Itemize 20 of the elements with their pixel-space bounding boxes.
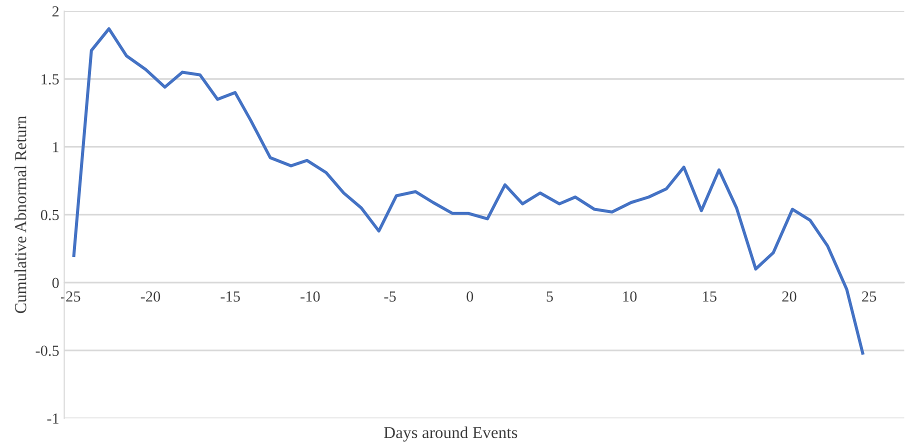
x-tick-label: 5: [546, 292, 553, 302]
y-tick-label: 1.5: [42, 74, 59, 85]
y-tick-label: 1: [53, 142, 58, 152]
x-tick-label: -20: [140, 291, 160, 302]
y-axis-title: Cumulative Abnormal Return: [14, 116, 26, 314]
y-tick-label: 2: [52, 6, 59, 16]
y-tick-label: -0.5: [36, 346, 59, 356]
x-axis-title: Days around Events: [384, 426, 518, 442]
x-tick-label: 15: [703, 291, 716, 302]
x-tick-label: -25: [61, 291, 80, 302]
y-tick-label: -1: [47, 414, 58, 424]
x-tick-label: -10: [300, 291, 320, 302]
x-tick-label: -5: [384, 292, 396, 302]
x-tick-label: -15: [220, 291, 240, 302]
y-tick-label: 0: [52, 278, 59, 288]
x-tick-label: 0: [466, 291, 474, 302]
x-tick-label: 20: [782, 291, 796, 302]
x-tick-label: 10: [623, 291, 637, 302]
y-tick-label: 0.5: [40, 210, 59, 220]
x-tick-label: 25: [862, 291, 876, 302]
